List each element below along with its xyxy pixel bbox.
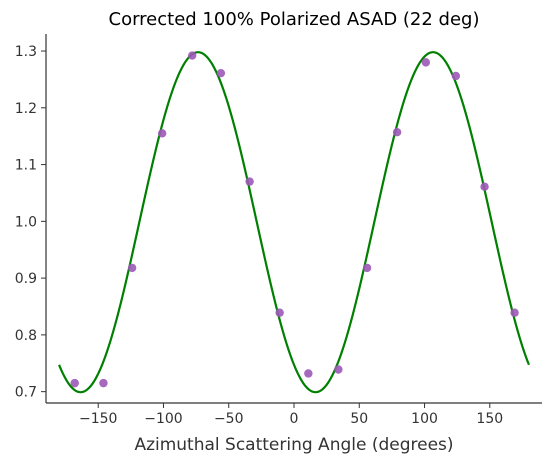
x-tick-label: −150 xyxy=(79,411,117,427)
data-point xyxy=(275,308,284,317)
y-tick-label: 1.0 xyxy=(15,214,37,230)
x-tick-label: 100 xyxy=(411,411,438,427)
data-point xyxy=(216,68,226,78)
data-point xyxy=(187,51,197,60)
x-tick-label: 50 xyxy=(350,411,368,427)
chart-title: Corrected 100% Polarized ASAD (22 deg) xyxy=(109,9,480,30)
data-point xyxy=(480,182,489,191)
data-point xyxy=(127,263,137,273)
y-tick-label: 1.1 xyxy=(15,158,37,174)
y-tick-label: 0.8 xyxy=(15,328,37,344)
x-tick-label: −100 xyxy=(144,411,182,427)
data-point xyxy=(304,369,313,378)
data-point xyxy=(245,177,254,186)
data-point xyxy=(70,378,79,388)
data-point xyxy=(392,128,402,137)
y-tick-label: 0.7 xyxy=(15,385,37,401)
data-point xyxy=(510,308,519,317)
fit-curve-line xyxy=(58,51,530,394)
x-axis-label: Azimuthal Scattering Angle (degrees) xyxy=(134,435,453,455)
data-point xyxy=(157,129,167,138)
x-axis-ticks: −150 −100 −50 0 50 100 150 xyxy=(79,403,503,427)
y-tick-label: 1.2 xyxy=(15,101,37,117)
x-tick-label: 0 xyxy=(290,411,299,427)
y-tick-label: 1.3 xyxy=(15,44,37,60)
y-tick-label: 0.9 xyxy=(15,271,37,287)
data-point xyxy=(362,263,372,273)
data-point xyxy=(451,71,461,81)
data-point xyxy=(334,365,343,374)
data-point xyxy=(421,58,431,67)
data-point xyxy=(99,378,108,388)
x-tick-label: −50 xyxy=(214,411,244,427)
x-tick-label: 150 xyxy=(476,411,503,427)
y-axis-ticks: 0.7 0.8 0.9 1.0 1.1 1.2 1.3 xyxy=(15,44,46,401)
plot-area xyxy=(58,51,530,394)
